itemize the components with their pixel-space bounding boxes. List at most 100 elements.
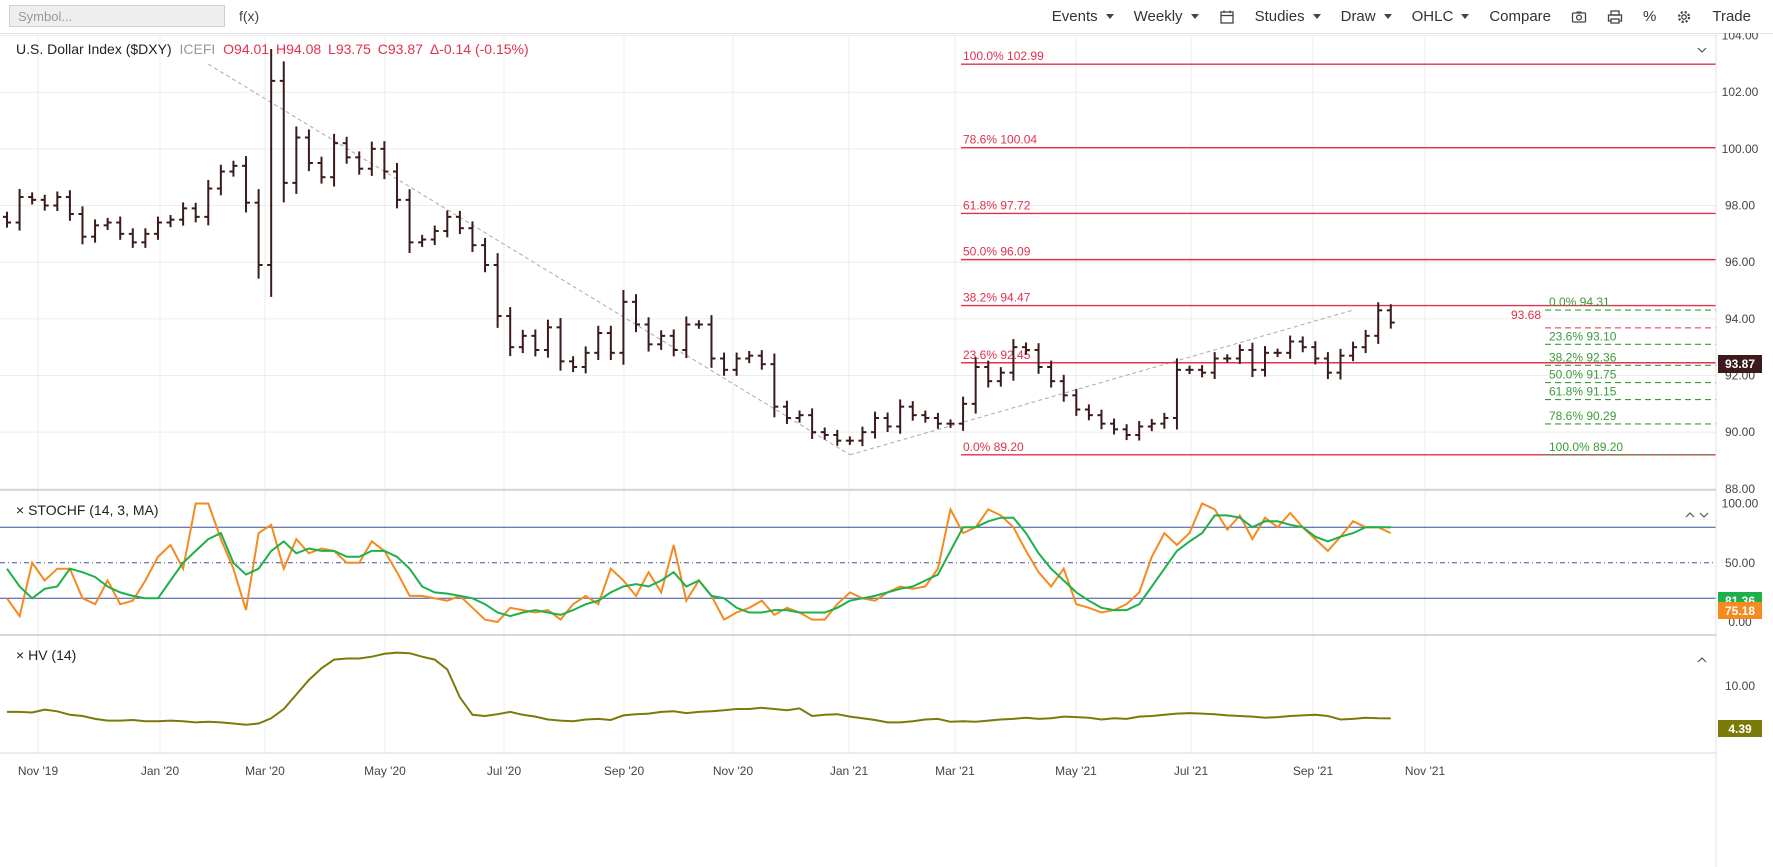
ohlc-bar[interactable]: [808, 408, 817, 439]
ohlc-bar[interactable]: [1261, 346, 1269, 377]
ohlc-bar[interactable]: [619, 289, 628, 365]
ohlc-bar[interactable]: [1336, 348, 1345, 380]
ohlc-bar[interactable]: [418, 234, 427, 248]
camera-icon[interactable]: [1571, 9, 1587, 25]
ohlc-bar[interactable]: [128, 228, 137, 248]
chevron-up-icon[interactable]: [1697, 657, 1707, 663]
ohlc-bar[interactable]: [367, 141, 376, 176]
ohlc-bar[interactable]: [720, 352, 729, 376]
ohlc-bar[interactable]: [543, 319, 552, 358]
ohlc-bar[interactable]: [380, 141, 389, 180]
ohlc-bar[interactable]: [770, 353, 779, 418]
ohlc-bar[interactable]: [1160, 412, 1169, 429]
ohlc-bar[interactable]: [632, 294, 640, 333]
gear-icon[interactable]: [1676, 9, 1692, 25]
ohlc-bar[interactable]: [921, 410, 930, 423]
ohlc-bar[interactable]: [795, 410, 804, 423]
ohlc-bar[interactable]: [707, 315, 716, 368]
ohlc-bar[interactable]: [1135, 420, 1144, 441]
ohlc-bar[interactable]: [644, 317, 653, 352]
ohlc-bar[interactable]: [1311, 341, 1320, 365]
chart-style-menu[interactable]: OHLC: [1412, 8, 1470, 25]
ohlc-bar[interactable]: [392, 163, 401, 209]
ohlc-bar[interactable]: [657, 330, 666, 350]
ohlc-bar[interactable]: [594, 325, 603, 361]
ohlc-bar[interactable]: [166, 215, 175, 228]
ohlc-bar[interactable]: [179, 202, 188, 226]
calendar-icon[interactable]: [1219, 9, 1235, 25]
ohlc-bar[interactable]: [405, 189, 414, 253]
ohlc-bar[interactable]: [1298, 336, 1307, 353]
ohlc-bar[interactable]: [959, 396, 968, 431]
trend-line[interactable]: [849, 309, 1354, 456]
ohlc-bar[interactable]: [242, 156, 251, 213]
ohlc-bar[interactable]: [1084, 404, 1093, 421]
ohlc-bar[interactable]: [1059, 374, 1068, 402]
ohlc-bar[interactable]: [116, 216, 125, 240]
ohlc-bar[interactable]: [1034, 343, 1043, 374]
ohlc-bar[interactable]: [732, 352, 741, 376]
ohlc-bar[interactable]: [531, 329, 540, 357]
ohlc-bar[interactable]: [682, 316, 691, 359]
ohlc-bar[interactable]: [896, 399, 905, 434]
ohlc-bar[interactable]: [40, 194, 49, 211]
ohlc-bar[interactable]: [1235, 344, 1244, 365]
symbol-input[interactable]: [9, 5, 225, 27]
ohlc-bar[interactable]: [1286, 335, 1295, 359]
ohlc-bar[interactable]: [782, 400, 791, 424]
chart-area[interactable]: 100.0% 102.99 78.6% 100.04 61.8% 97.72 50.0…: [0, 33, 1773, 867]
events-menu[interactable]: Events: [1052, 8, 1114, 25]
ohlc-bar[interactable]: [933, 412, 942, 429]
ohlc-bar[interactable]: [669, 329, 678, 357]
ohlc-bar[interactable]: [858, 426, 867, 447]
ohlc-bar[interactable]: [28, 192, 37, 205]
ohlc-bar[interactable]: [342, 136, 351, 164]
ohlc-bar[interactable]: [1072, 388, 1081, 416]
studies-menu[interactable]: Studies: [1255, 8, 1321, 25]
ohlc-bar[interactable]: [153, 216, 162, 240]
function-button[interactable]: f(x): [239, 8, 260, 24]
hv-line[interactable]: [7, 651, 1391, 726]
ohlc-bar[interactable]: [946, 419, 955, 428]
ohlc-bar[interactable]: [493, 253, 502, 328]
ohlc-bar[interactable]: [1021, 342, 1030, 355]
ohlc-bar[interactable]: [845, 436, 854, 445]
ohlc-bar[interactable]: [330, 133, 339, 187]
ohlc-bar[interactable]: [292, 126, 301, 194]
ohlc-bar[interactable]: [908, 401, 917, 421]
trade-button[interactable]: Trade: [1712, 8, 1751, 25]
ohlc-bar[interactable]: [1172, 358, 1181, 430]
ohlc-bar[interactable]: [204, 180, 213, 226]
ohlc-bar[interactable]: [53, 191, 62, 212]
ohlc-bar[interactable]: [984, 360, 993, 388]
ohlc-bar[interactable]: [1210, 352, 1219, 380]
ohlc-bar[interactable]: [1147, 418, 1156, 432]
ohlc-bar[interactable]: [317, 156, 326, 184]
trend-line[interactable]: [208, 63, 851, 456]
ohlc-bar[interactable]: [556, 317, 565, 371]
ohlc-bar[interactable]: [569, 356, 578, 373]
ohlc-bar[interactable]: [65, 190, 74, 221]
ohlc-bar[interactable]: [745, 350, 754, 364]
ohlc-bar[interactable]: [883, 412, 892, 433]
ohlc-bar[interactable]: [481, 237, 490, 273]
ohlc-bar[interactable]: [15, 188, 24, 231]
ohlc-bar[interactable]: [1047, 360, 1056, 388]
ohlc-bar[interactable]: [430, 225, 439, 246]
ohlc-bar[interactable]: [91, 219, 100, 243]
ohlc-bar[interactable]: [694, 320, 703, 329]
ohlc-bar[interactable]: [216, 164, 225, 196]
ohlc-bar[interactable]: [254, 189, 263, 279]
ohlc-bar[interactable]: [820, 427, 829, 440]
draw-menu[interactable]: Draw: [1341, 8, 1392, 25]
ohlc-bar[interactable]: [1185, 365, 1194, 375]
ohlc-bar[interactable]: [267, 48, 276, 297]
ohlc-bar[interactable]: [506, 307, 515, 357]
ohlc-bar[interactable]: [1361, 329, 1370, 354]
ohlc-bar[interactable]: [355, 151, 364, 175]
ohlc-bar[interactable]: [1009, 339, 1018, 381]
compare-button[interactable]: Compare: [1489, 8, 1552, 25]
ohlc-bar[interactable]: [1349, 341, 1358, 362]
ohlc-bar[interactable]: [443, 210, 452, 238]
ohlc-bar[interactable]: [1273, 348, 1282, 358]
